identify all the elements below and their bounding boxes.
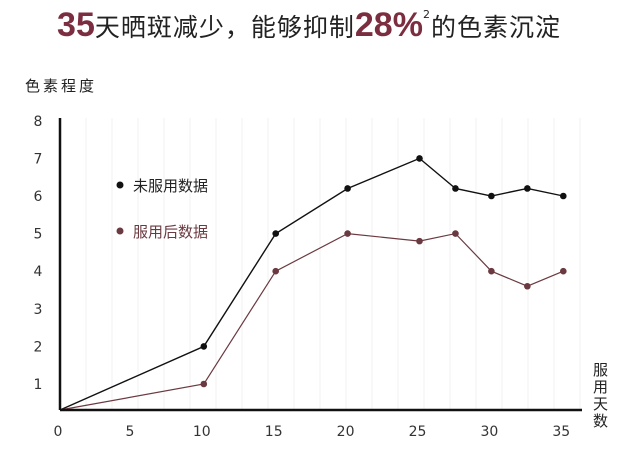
data-point (452, 185, 459, 192)
x-tick-label: 25 (409, 424, 427, 440)
legend-label-before: 未服用数据 (133, 177, 208, 195)
y-tick-label: 3 (34, 302, 43, 318)
data-point (416, 155, 423, 162)
y-tick-label: 4 (34, 264, 43, 280)
y-axis-label: 色素程度 (25, 77, 97, 95)
data-point (272, 230, 280, 237)
y-tick-label: 2 (34, 339, 43, 355)
legend-marker-before (116, 181, 124, 189)
y-tick-label: 7 (34, 151, 43, 167)
data-point (524, 282, 531, 290)
x-tick-label: 15 (265, 424, 283, 440)
legend-marker-after (116, 227, 124, 235)
data-point (416, 237, 423, 245)
y-tick-label: 1 (34, 377, 43, 393)
chart-title: 35天晒斑减少，能够抑制28%2的色素沉淀 (0, 6, 618, 45)
x-tick-label: 20 (337, 424, 355, 440)
title-footnote: 2 (422, 8, 431, 21)
data-point (344, 230, 351, 237)
data-point (272, 267, 280, 275)
x-tick-label: 0 (54, 424, 63, 440)
title-number-percent: 28% (354, 6, 423, 44)
data-point (344, 185, 351, 192)
data-point (452, 230, 459, 237)
x-tick-label: 10 (193, 424, 211, 440)
y-tick-label: 5 (34, 227, 43, 243)
legend: 未服用数据 服用后数据 (116, 177, 208, 241)
y-tick-label: 8 (34, 114, 43, 130)
x-tick-label: 5 (125, 424, 134, 440)
y-tick-label: 6 (34, 189, 43, 205)
data-point (488, 267, 495, 275)
data-point (524, 185, 531, 192)
data-point (200, 380, 208, 388)
x-tick-label: 35 (552, 424, 570, 440)
data-point (488, 192, 495, 200)
title-text-2: 的色素沉淀 (430, 13, 561, 42)
series-line-after (59, 232, 564, 411)
data-point (560, 267, 567, 275)
data-point (200, 343, 208, 350)
series-line-before (59, 157, 564, 411)
x-axis-label: 服用天数 (591, 362, 609, 430)
data-point (560, 192, 567, 200)
title-text-1: 天晒斑减少，能够抑制 (94, 13, 355, 42)
x-tick-label: 30 (480, 424, 498, 440)
legend-label-after: 服用后数据 (133, 223, 208, 241)
title-number-days: 35 (57, 6, 95, 44)
